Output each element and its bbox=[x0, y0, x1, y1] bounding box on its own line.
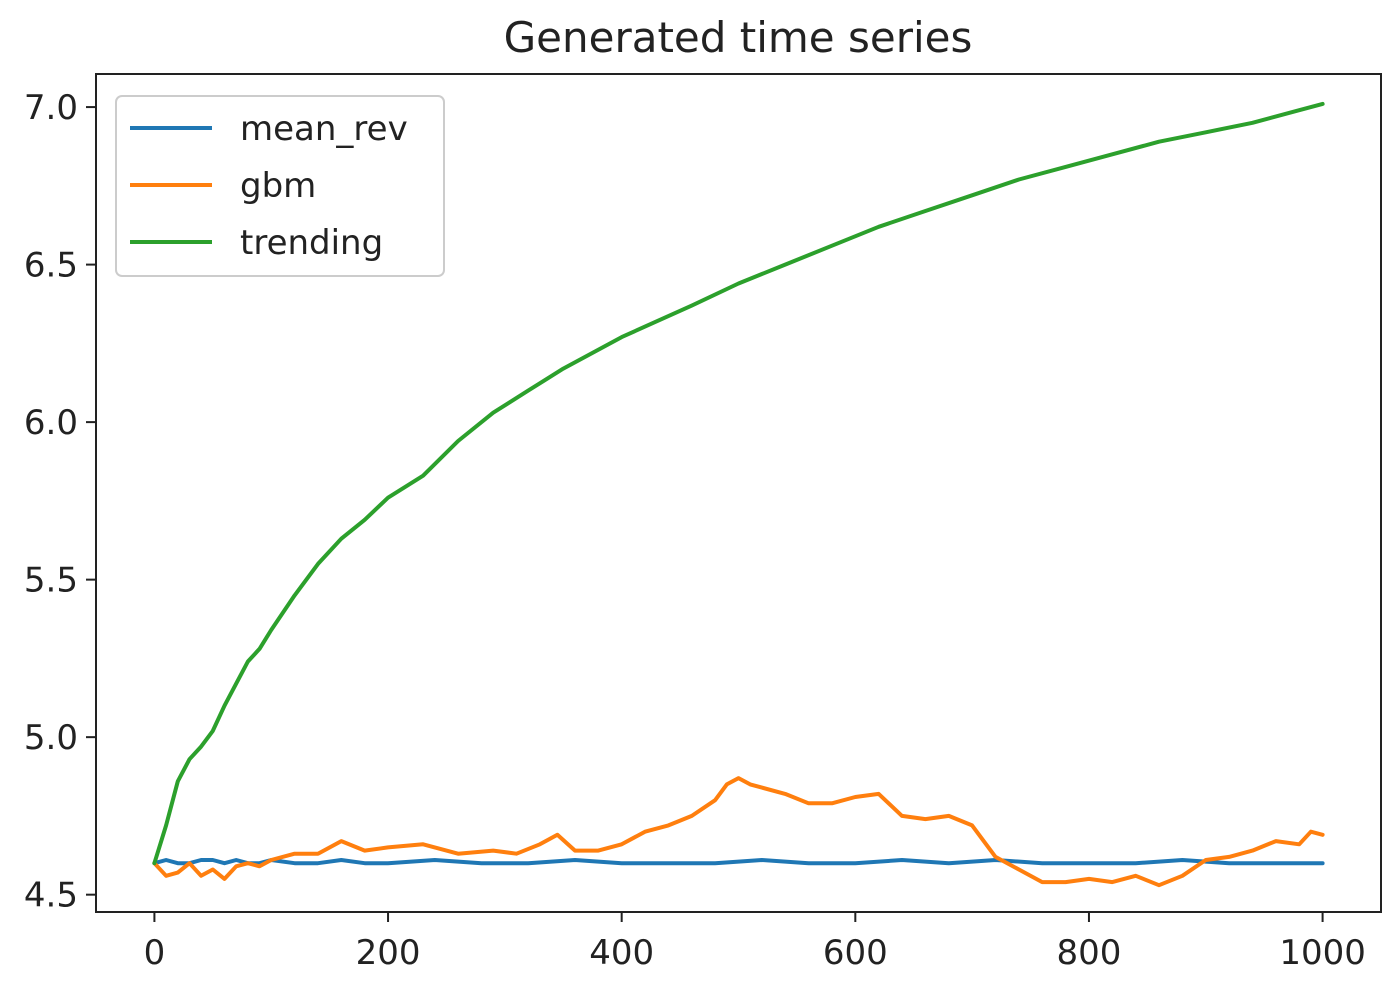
y-tick-label: 5.0 bbox=[24, 718, 78, 758]
legend-label-mean-rev: mean_rev bbox=[240, 109, 408, 149]
x-axis: 0 200 400 600 800 1000 bbox=[144, 912, 1366, 973]
x-tick-label: 200 bbox=[356, 933, 421, 973]
y-tick-label: 6.5 bbox=[24, 246, 78, 286]
y-tick-label: 6.0 bbox=[24, 403, 78, 443]
y-axis: 4.5 5.0 5.5 6.0 6.5 7.0 bbox=[24, 88, 96, 916]
x-tick-label: 800 bbox=[1057, 933, 1122, 973]
y-tick-label: 5.5 bbox=[24, 561, 78, 601]
x-tick-label: 0 bbox=[144, 933, 166, 973]
x-tick-label: 600 bbox=[823, 933, 888, 973]
legend-label-gbm: gbm bbox=[240, 166, 316, 206]
x-tick-label: 400 bbox=[589, 933, 654, 973]
series-line-mean-rev bbox=[154, 860, 1322, 863]
chart-title: Generated time series bbox=[504, 13, 973, 62]
y-tick-label: 7.0 bbox=[24, 88, 78, 128]
y-tick-label: 4.5 bbox=[24, 876, 78, 916]
x-tick-label: 1000 bbox=[1279, 933, 1366, 973]
legend-label-trending: trending bbox=[240, 223, 383, 263]
